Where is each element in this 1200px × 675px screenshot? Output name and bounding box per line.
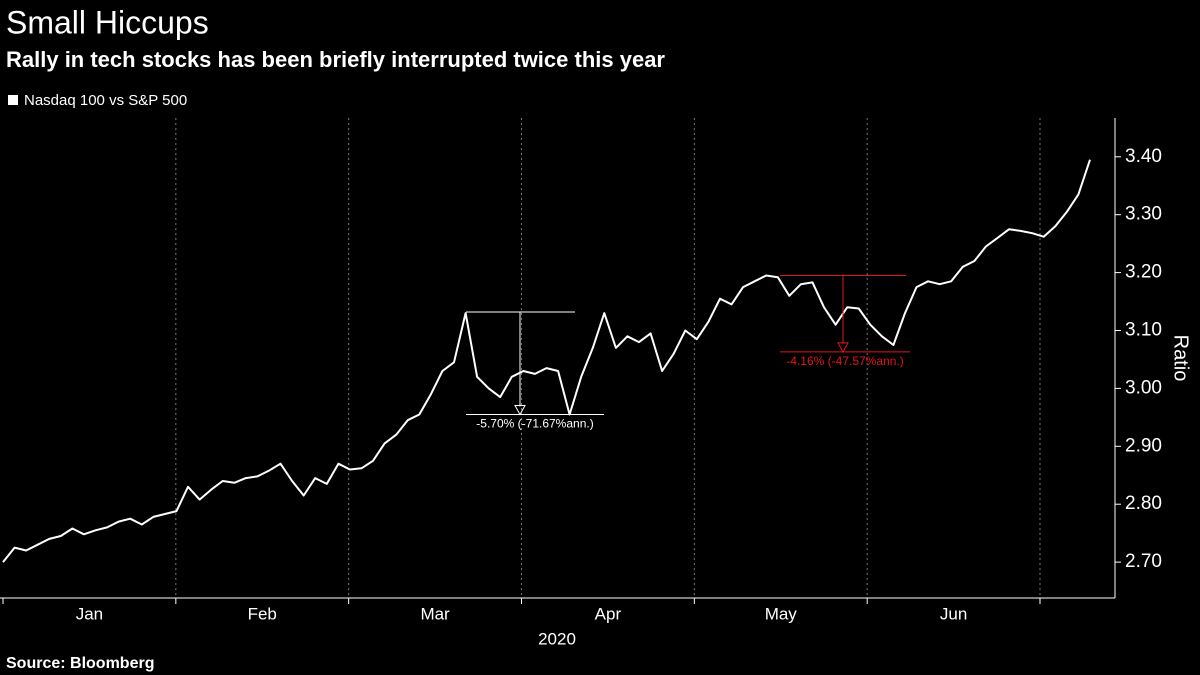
line-series	[2, 159, 1091, 563]
y-tick-label: 3.00	[1125, 377, 1162, 398]
x-tick-label: Jun	[940, 604, 967, 623]
y-tick-label: 3.40	[1125, 146, 1162, 167]
x-tick-label: May	[765, 604, 798, 623]
annotation-label: -5.70% (-71.67%ann.)	[476, 417, 593, 431]
x-axis-label: 2020	[538, 629, 576, 648]
annotation-label: -4.16% (-47.57%ann.)	[786, 354, 903, 368]
x-tick-label: Apr	[595, 604, 622, 623]
x-tick-label: Jan	[76, 604, 103, 623]
y-tick-label: 2.80	[1125, 493, 1162, 514]
drawdown-arrowhead	[837, 342, 849, 353]
y-tick-label: 2.90	[1125, 435, 1162, 456]
y-axis-label: Ratio	[1170, 335, 1192, 382]
chart-title: Small Hiccups	[6, 4, 209, 40]
drawdown-arrowhead	[514, 404, 526, 416]
source: Source: Bloomberg	[6, 655, 154, 672]
y-tick-label: 2.70	[1125, 551, 1162, 572]
y-tick-label: 3.10	[1125, 320, 1162, 341]
legend-label: Nasdaq 100 vs S&P 500	[24, 92, 187, 109]
x-tick-label: Mar	[420, 604, 450, 623]
y-tick-label: 3.20	[1125, 262, 1162, 283]
chart-subtitle: Rally in tech stocks has been briefly in…	[6, 47, 665, 72]
legend-swatch	[8, 95, 18, 105]
x-tick-label: Feb	[248, 604, 277, 623]
y-tick-label: 3.30	[1125, 204, 1162, 225]
